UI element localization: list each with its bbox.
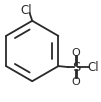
Text: O: O (72, 77, 80, 87)
Text: O: O (72, 48, 80, 58)
Text: S: S (72, 61, 80, 74)
Text: Cl: Cl (88, 61, 99, 74)
Text: Cl: Cl (20, 4, 32, 17)
